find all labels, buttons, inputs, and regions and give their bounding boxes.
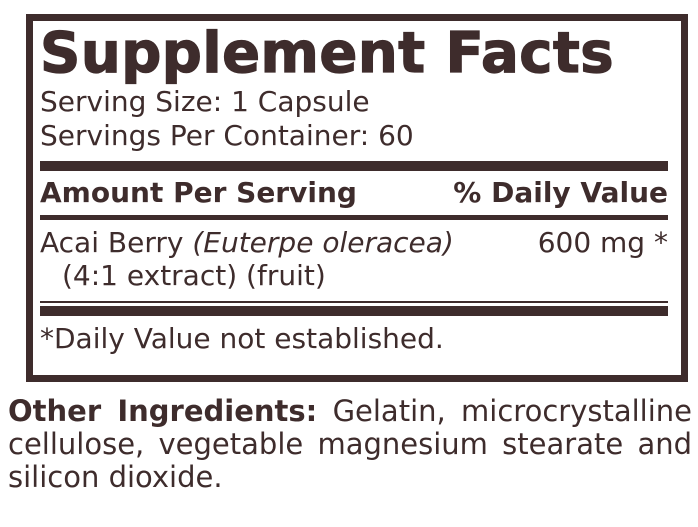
amount-per-serving-header: Amount Per Serving <box>40 175 357 209</box>
servings-per-container: Servings Per Container: 60 <box>40 118 414 152</box>
other-ingredients: Other Ingredients: Gelatin, microcrystal… <box>8 395 692 494</box>
ingredient-daily-value-asterisk: * <box>654 225 668 259</box>
supplement-facts-panel: Supplement Facts Serving Size: 1 Capsule… <box>26 14 688 382</box>
other-ingredients-label: Other Ingredients: <box>8 394 318 428</box>
divider-thin <box>40 300 668 303</box>
supplement-label: Supplement Facts Serving Size: 1 Capsule… <box>0 14 698 494</box>
column-header-row: Amount Per Serving % Daily Value <box>40 176 668 210</box>
ingredient-detail: (4:1 extract) (fruit) <box>62 258 326 292</box>
daily-value-footnote: *Daily Value not established. <box>40 321 444 355</box>
ingredient-latin-name: (Euterpe oleracea) <box>192 225 454 259</box>
supplement-facts-title: Supplement Facts <box>39 21 615 86</box>
ingredient-amount-group: 600 mg * <box>538 226 668 259</box>
ingredient-name-group: Acai Berry (Euterpe oleracea) <box>40 226 454 259</box>
serving-size: Serving Size: 1 Capsule <box>40 84 370 118</box>
daily-value-header: % Daily Value <box>453 175 668 209</box>
ingredient-row: Acai Berry (Euterpe oleracea) 600 mg * (… <box>40 226 668 292</box>
divider-thick-top <box>40 160 668 171</box>
ingredient-name: Acai Berry <box>40 225 184 259</box>
other-ingredients-text: Gelatin, microcrystalline cellulose, veg… <box>8 394 692 494</box>
divider-medium <box>40 214 668 220</box>
ingredient-amount: 600 mg <box>537 225 646 259</box>
divider-thick-bottom <box>40 305 668 316</box>
